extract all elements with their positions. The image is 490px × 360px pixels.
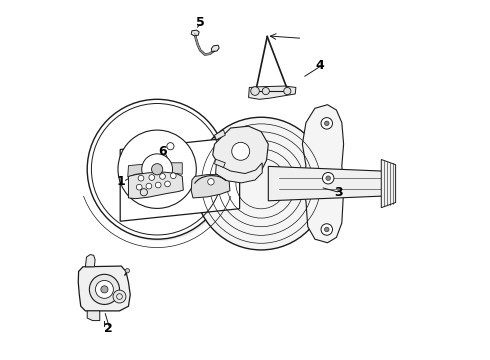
Circle shape — [101, 286, 108, 293]
Polygon shape — [191, 175, 230, 198]
Circle shape — [251, 87, 259, 95]
Circle shape — [125, 269, 129, 273]
Circle shape — [96, 280, 113, 298]
Text: 1: 1 — [117, 175, 125, 188]
Circle shape — [160, 174, 166, 179]
Circle shape — [321, 118, 333, 129]
Polygon shape — [128, 163, 182, 177]
Circle shape — [326, 176, 330, 180]
Circle shape — [118, 130, 196, 208]
Polygon shape — [128, 172, 183, 199]
Circle shape — [195, 117, 327, 250]
Text: 5: 5 — [196, 16, 204, 29]
Polygon shape — [216, 163, 262, 183]
Polygon shape — [78, 266, 130, 311]
Circle shape — [322, 172, 334, 184]
Polygon shape — [302, 105, 343, 243]
Circle shape — [138, 175, 144, 181]
Circle shape — [113, 290, 126, 303]
Polygon shape — [120, 137, 240, 221]
Text: 2: 2 — [104, 322, 112, 335]
Polygon shape — [269, 166, 394, 201]
Text: 3: 3 — [334, 186, 343, 199]
Circle shape — [232, 142, 250, 160]
Circle shape — [324, 121, 329, 126]
Circle shape — [89, 274, 120, 305]
Polygon shape — [85, 255, 95, 267]
Polygon shape — [213, 126, 269, 176]
Circle shape — [87, 99, 227, 239]
Circle shape — [146, 183, 152, 189]
Polygon shape — [191, 30, 199, 36]
Polygon shape — [215, 159, 225, 167]
Polygon shape — [248, 86, 296, 99]
Circle shape — [208, 179, 214, 185]
Polygon shape — [381, 159, 395, 208]
Text: 4: 4 — [316, 59, 325, 72]
Circle shape — [151, 164, 163, 175]
Circle shape — [142, 154, 172, 185]
Text: 6: 6 — [158, 145, 167, 158]
Circle shape — [171, 173, 176, 179]
Circle shape — [262, 87, 270, 95]
Circle shape — [155, 182, 161, 188]
Circle shape — [165, 181, 171, 187]
Polygon shape — [211, 45, 219, 52]
Circle shape — [149, 175, 155, 180]
Circle shape — [136, 184, 142, 190]
Circle shape — [321, 224, 333, 235]
Circle shape — [284, 87, 291, 95]
Circle shape — [324, 227, 329, 232]
Polygon shape — [215, 130, 225, 140]
Polygon shape — [87, 311, 100, 320]
Circle shape — [89, 101, 229, 241]
